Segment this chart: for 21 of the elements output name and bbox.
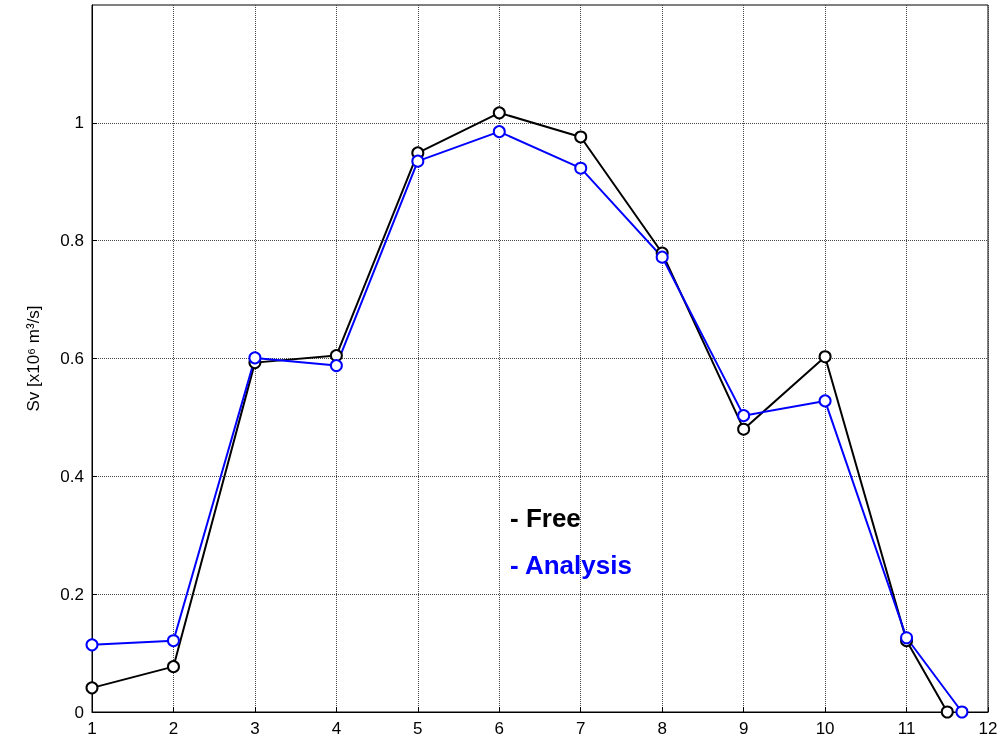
y-tick-label: 0.6 — [60, 349, 84, 368]
x-tick-label: 9 — [738, 719, 749, 738]
text: - Free — [510, 503, 581, 533]
y-tick-label: 1 — [74, 113, 84, 133]
x-tick-label: 8 — [657, 719, 667, 738]
y-tick-label: 0 — [74, 702, 84, 722]
x-tick-label: 1 — [87, 719, 97, 738]
x-tick-label: 5 — [413, 719, 423, 738]
x-tick-label: 4 — [331, 719, 342, 738]
x-tick-label: 3 — [250, 719, 260, 738]
text: - Analysis — [510, 550, 632, 580]
x-tick-label: 2 — [168, 719, 179, 738]
x-tick-label: 7 — [575, 719, 586, 738]
y-tick-label: 0.2 — [60, 584, 84, 604]
x-tick-label: 11 — [897, 719, 916, 738]
y-tick-label: 0.8 — [60, 231, 84, 251]
x-tick-label: 12 — [978, 719, 998, 738]
x-tick-label: 10 — [815, 719, 835, 738]
x-tick-label: 6 — [494, 719, 505, 738]
y-tick-label: 0.4 — [60, 466, 84, 486]
y-axis-title: Sv [x10⁶ m³/s] — [24, 305, 43, 412]
